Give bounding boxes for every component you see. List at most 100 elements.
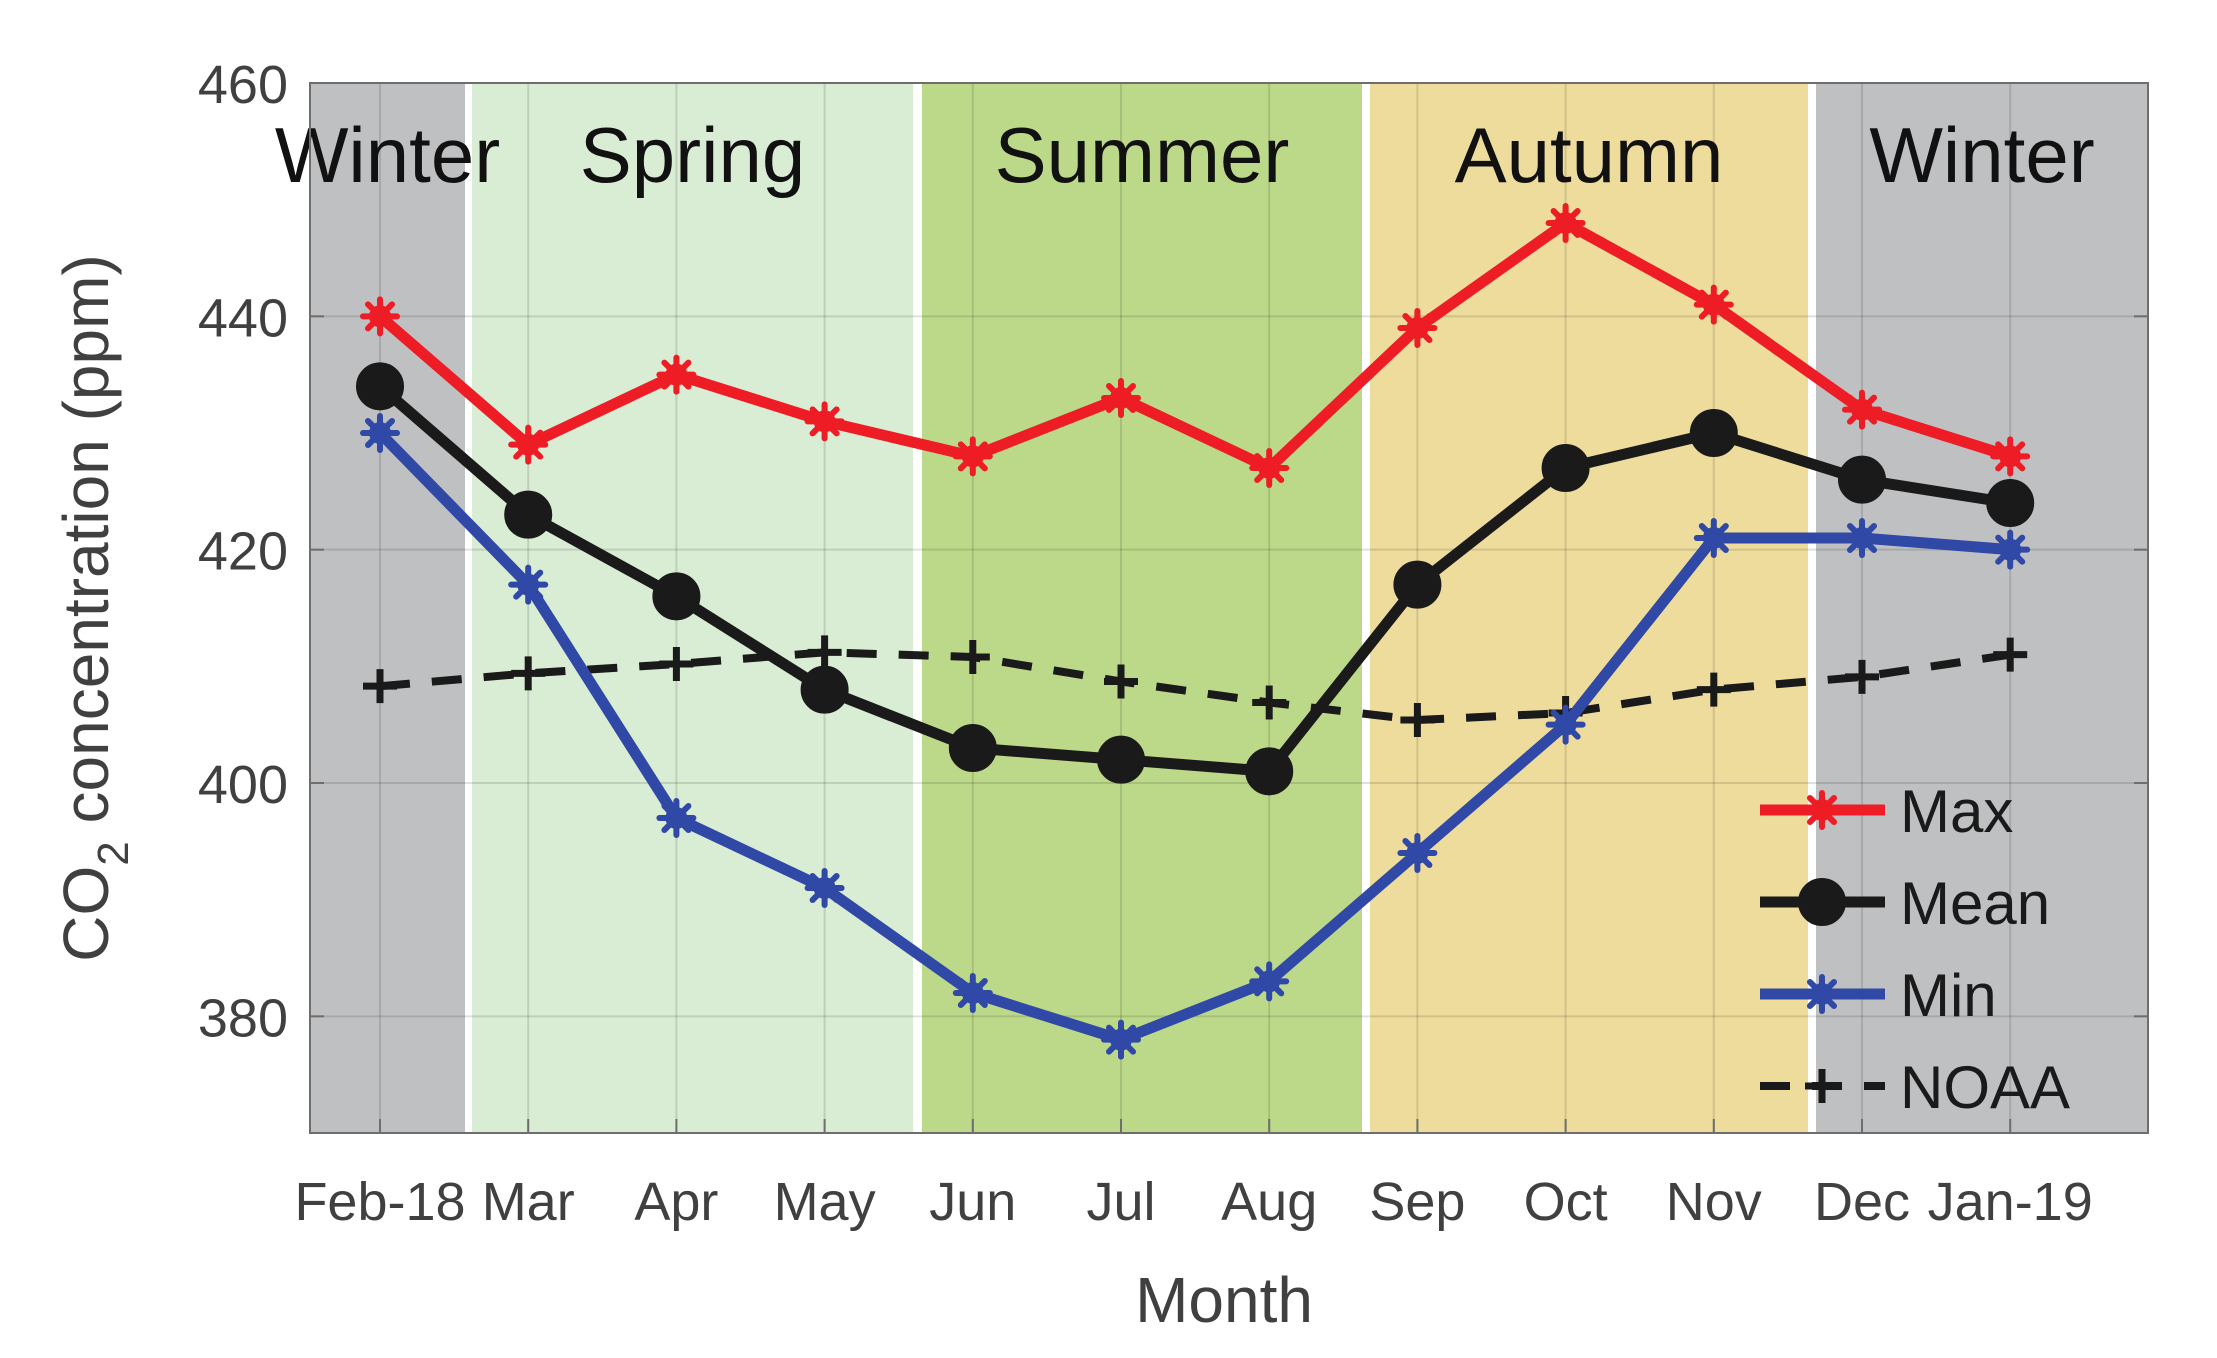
x-tick-label: Mar <box>482 1172 575 1232</box>
season-band-summer <box>922 83 1362 1133</box>
data-point-min <box>804 868 845 908</box>
legend: Max Mean Min NOAA <box>1760 778 2070 1121</box>
data-point-mean <box>948 724 997 772</box>
x-tick-label: Jun <box>929 1172 1016 1232</box>
data-point-max <box>1545 203 1586 243</box>
data-point-max <box>1693 284 1734 325</box>
legend-marker-mean <box>1798 878 1846 926</box>
data-point-min <box>1249 961 1290 1002</box>
data-point-noaa <box>1993 637 2028 672</box>
legend-marker-noaa <box>1805 1069 1839 1103</box>
y-tick-label: 440 <box>198 288 288 348</box>
series-noaa <box>363 635 2028 737</box>
season-bands <box>310 83 2148 1133</box>
legend-label-mean: Mean <box>1900 870 2050 937</box>
season-band-winter <box>1816 83 2148 1133</box>
x-tick-label: Sep <box>1369 1172 1465 1232</box>
y-tick-label: 460 <box>198 55 288 115</box>
data-point-min <box>1545 704 1586 745</box>
data-point-noaa <box>511 656 546 691</box>
legend-label-noaa: NOAA <box>1900 1054 2070 1121</box>
y-axis-label-main: CO <box>50 866 122 962</box>
data-point-max <box>952 436 993 477</box>
data-point-max <box>360 296 400 337</box>
season-labels: Winter Spring Summer Autumn Winter <box>275 111 2095 199</box>
data-point-min <box>508 564 549 605</box>
data-point-max <box>1101 378 1141 418</box>
data-point-min <box>656 798 697 838</box>
data-point-min <box>1842 518 1882 558</box>
season-band-winter <box>310 83 465 1133</box>
data-point-max <box>656 354 697 395</box>
data-point-min <box>1101 1019 1141 1060</box>
data-point-min <box>1693 518 1734 558</box>
season-label: Autumn <box>1455 111 1724 199</box>
series-line-noaa <box>379 648 2011 724</box>
series-line-min <box>376 429 2011 1046</box>
season-label: Summer <box>995 111 1290 199</box>
y-axis-label: CO2 concentration (ppm) <box>50 254 138 961</box>
data-point-min <box>1397 833 1438 873</box>
grid-lines <box>310 82 2148 1133</box>
data-point-mean <box>800 665 849 714</box>
data-point-max <box>1249 448 1290 488</box>
data-point-max <box>1397 308 1438 348</box>
x-axis-label: Month <box>1135 1264 1313 1336</box>
legend-item-noaa: NOAA <box>1760 1054 2070 1121</box>
data-point-min <box>360 413 400 453</box>
legend-item-min: Min <box>1760 962 1997 1029</box>
legend-item-max: Max <box>1760 778 2013 845</box>
series-mean <box>356 362 2035 796</box>
data-point-noaa <box>955 640 990 674</box>
y-tick-label: 380 <box>198 988 288 1048</box>
y-axis-label-rest: concentration (ppm) <box>50 254 122 841</box>
data-point-mean <box>652 572 701 621</box>
y-axis-label-subscript: 2 <box>89 841 138 865</box>
legend-label-min: Min <box>1900 962 1997 1029</box>
y-axis-ticks: 380 400 420 440 460 <box>198 55 2148 1048</box>
data-point-max <box>1990 436 2031 477</box>
data-point-max <box>804 401 845 442</box>
data-point-mean <box>1986 479 2035 527</box>
y-tick-label: 420 <box>198 522 288 582</box>
series-line-max <box>376 217 2012 474</box>
x-tick-label: Aug <box>1221 1172 1317 1232</box>
data-point-mean <box>504 490 553 539</box>
data-point-noaa <box>1696 672 1731 707</box>
data-point-min <box>952 973 993 1013</box>
data-point-mean <box>1689 409 1738 457</box>
data-point-noaa <box>363 669 397 704</box>
x-tick-label: Oct <box>1524 1172 1608 1232</box>
season-band-autumn <box>1370 83 1808 1133</box>
data-point-noaa <box>1104 664 1138 699</box>
data-point-mean <box>1245 747 1294 796</box>
series-max <box>360 203 2031 488</box>
data-point-noaa <box>1400 703 1435 737</box>
season-label: Spring <box>580 111 805 199</box>
legend-label-max: Max <box>1900 778 2013 845</box>
series-layer <box>356 203 2035 1060</box>
data-point-noaa <box>1845 659 1879 694</box>
data-point-mean <box>1838 455 1886 504</box>
season-label: Winter <box>1869 111 2094 199</box>
series-line-mean <box>376 382 2012 777</box>
data-point-mean <box>1541 444 1590 492</box>
data-point-noaa <box>807 635 842 670</box>
x-tick-label: Feb-18 <box>294 1172 465 1232</box>
x-tick-label: Nov <box>1666 1172 1762 1232</box>
data-point-mean <box>356 362 404 411</box>
data-point-mean <box>1393 560 1442 609</box>
x-axis-ticks: Feb-18 Mar Apr May Jun Jul Aug Sep Oct Nov Dec Jan-… <box>294 1119 2093 1232</box>
data-point-mean <box>1097 735 1145 784</box>
y-tick-label: 400 <box>198 755 288 815</box>
legend-marker-max <box>1802 790 1842 830</box>
x-tick-label: Dec <box>1814 1172 1910 1232</box>
legend-item-mean: Mean <box>1760 870 2050 937</box>
season-label: Winter <box>275 111 500 199</box>
data-point-noaa <box>1252 685 1287 720</box>
x-tick-label: Jan-19 <box>1928 1172 2093 1232</box>
plot-frame <box>309 82 2149 1134</box>
data-point-noaa <box>659 647 694 681</box>
x-tick-label: Apr <box>634 1172 718 1232</box>
